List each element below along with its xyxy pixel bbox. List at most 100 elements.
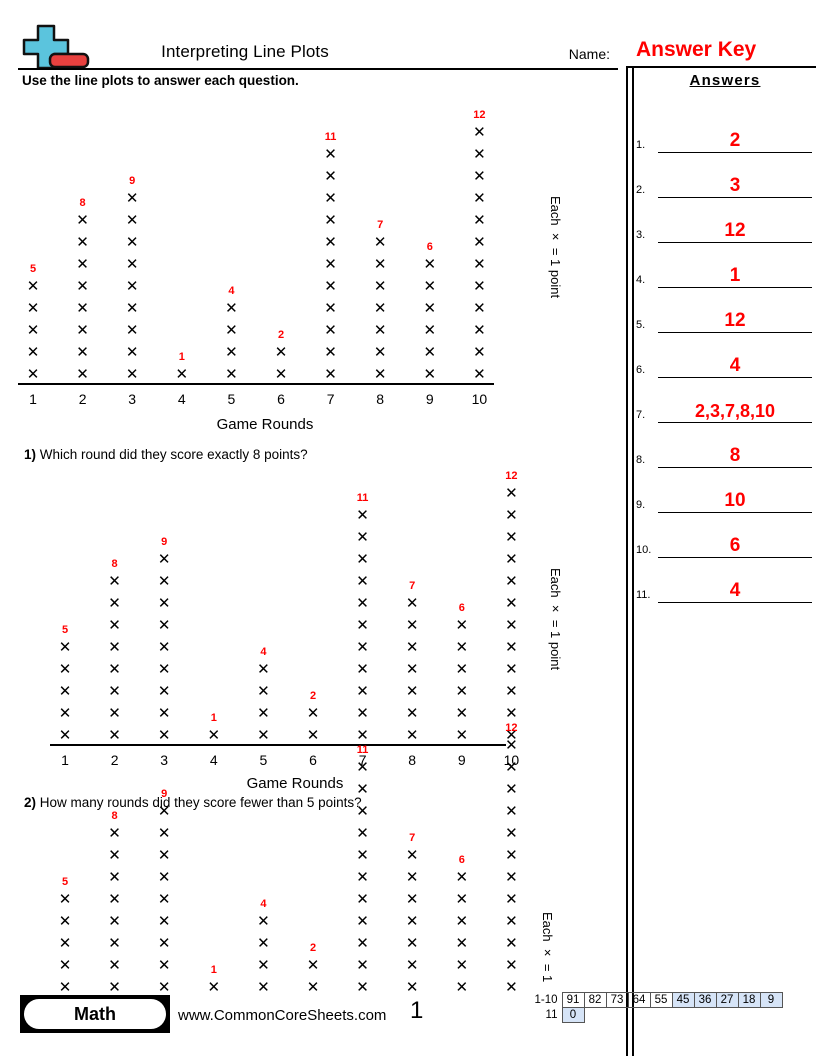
plot-x-mark: ✕	[157, 682, 171, 700]
answer-blank-line[interactable]	[658, 424, 812, 468]
answer-number: 7.	[636, 409, 646, 421]
plot-count-label: 6	[426, 241, 433, 253]
grading-scale-cell: 82	[583, 992, 607, 1008]
plot-x-mark: ✕	[157, 704, 171, 722]
grading-scale-empty-cell	[694, 1008, 716, 1023]
plot-x-mark: ✕	[324, 145, 337, 163]
plot-x-mark: ✕	[26, 299, 40, 317]
answer-blank-line[interactable]	[658, 154, 812, 198]
plot-x-mark: ✕	[157, 890, 171, 908]
plot-x-mark: ✕	[356, 638, 369, 656]
plot-x-mark: ✕	[505, 616, 518, 634]
answer-value: 2	[729, 130, 741, 151]
plot-x-mark: ✕	[405, 890, 419, 908]
worksheet-header: Interpreting Line Plots Name: Use the li…	[0, 0, 620, 88]
plot-tick-label: 5	[227, 391, 236, 407]
plot-count-label: 5	[61, 876, 69, 888]
plot-x-mark: ✕	[157, 616, 171, 634]
plot-tick-label: 7	[326, 391, 335, 407]
plot-x-mark: ✕	[108, 660, 121, 678]
plot-scale-label: Each × = 1 point	[548, 196, 563, 299]
plot-x-mark: ✕	[455, 726, 469, 744]
plot-x-mark: ✕	[26, 321, 40, 339]
answer-blank-line[interactable]	[658, 109, 812, 153]
plot-x-mark: ✕	[356, 846, 369, 864]
answer-blank-line[interactable]	[658, 514, 812, 558]
answer-number: 4.	[636, 274, 646, 286]
plot-x-mark: ✕	[505, 956, 518, 974]
plot-x-mark: ✕	[505, 572, 518, 590]
plot-x-mark: ✕	[157, 934, 171, 952]
plot-x-mark: ✕	[207, 726, 221, 744]
plot-x-mark: ✕	[157, 550, 171, 568]
plot-x-mark: ✕	[473, 233, 486, 251]
answer-row: 9. 10	[636, 468, 816, 513]
plot-x-mark: ✕	[405, 638, 419, 656]
plot-x-mark: ✕	[108, 572, 121, 590]
plot-x-mark: ✕	[225, 343, 238, 361]
grading-scale-empty-cell	[650, 1008, 672, 1023]
plot-x-mark: ✕	[108, 594, 121, 612]
plot-x-mark: ✕	[473, 321, 486, 339]
plot-x-mark: ✕	[505, 758, 518, 776]
plot-x-mark: ✕	[505, 660, 518, 678]
plot-x-mark: ✕	[108, 978, 121, 996]
plot-x-mark: ✕	[405, 868, 419, 886]
plot-x-mark: ✕	[405, 934, 419, 952]
plot-x-mark: ✕	[26, 365, 40, 383]
plot-x-mark: ✕	[274, 365, 288, 383]
answer-blank-line[interactable]	[658, 199, 812, 243]
subject-badge-label: Math	[24, 999, 166, 1029]
answer-value: 12	[724, 220, 746, 241]
plot-x-mark: ✕	[505, 550, 518, 568]
plot-x-mark: ✕	[356, 824, 369, 842]
plot-count-label: 2	[309, 690, 317, 702]
plot-x-mark: ✕	[505, 802, 518, 820]
plot-x-mark: ✕	[356, 682, 369, 700]
plot-x-mark: ✕	[473, 211, 486, 229]
answer-blank-line[interactable]	[658, 559, 812, 603]
plot-x-mark: ✕	[505, 528, 518, 546]
answer-number: 6.	[636, 364, 646, 376]
plot-x-mark: ✕	[356, 594, 369, 612]
plot-count-label: 1	[210, 964, 217, 976]
plot-tick-label: 6	[309, 752, 317, 768]
plot-x-mark: ✕	[373, 343, 387, 361]
subject-badge: Math	[20, 995, 170, 1033]
answer-value: 2,3,7,8,10	[694, 401, 776, 421]
grading-scale-cell: 27	[715, 992, 739, 1008]
plot-x-mark: ✕	[455, 868, 469, 886]
plot-x-mark: ✕	[125, 255, 139, 273]
plot-x-mark: ✕	[505, 890, 518, 908]
question-1: 1) Which round did they score exactly 8 …	[24, 447, 308, 462]
plot-count-label: 8	[111, 810, 118, 822]
line-plot-2: ✕ ✕ ✕ ✕ ✕ 5 1 ✕ ✕ ✕ ✕ ✕ ✕ ✕ ✕ 8 2 ✕ ✕ ✕ ✕ ✕ ✕ ✕ ✕ ✕ 9 3 ✕ 1 4 ✕ ✕ ✕ ✕ 4 5 ✕ ✕ 2…	[50, 471, 563, 792]
answer-blank-line[interactable]	[658, 289, 812, 333]
answer-value: 1	[729, 265, 741, 286]
plot-x-mark: ✕	[423, 277, 437, 295]
answer-blank-line[interactable]	[658, 379, 812, 423]
plot-x-mark: ✕	[455, 912, 469, 930]
plot-x-mark: ✕	[405, 726, 419, 744]
plot-x-mark: ✕	[356, 912, 369, 930]
answer-row: 10. 6	[636, 513, 816, 558]
answer-blank-line[interactable]	[658, 334, 812, 378]
answer-blank-line[interactable]	[658, 244, 812, 288]
plot-x-mark: ✕	[455, 956, 469, 974]
plot-tick-label: 3	[128, 391, 137, 407]
plot-x-mark: ✕	[505, 638, 518, 656]
grading-scale-row: 11 0	[528, 1007, 782, 1023]
answer-number: 5.	[636, 319, 646, 331]
plot-count-label: 4	[260, 898, 267, 910]
plot-count-label: 7	[409, 832, 416, 844]
plot-count-label: 1	[210, 712, 217, 724]
grading-scale-empty-cell	[738, 1008, 760, 1023]
answer-row: 6. 4	[636, 333, 816, 378]
plot-x-mark: ✕	[356, 934, 369, 952]
plot-x-mark: ✕	[473, 167, 486, 185]
plot-x-mark: ✕	[26, 343, 40, 361]
answer-blank-line[interactable]	[658, 469, 812, 513]
line-plot-3: ✕ ✕ ✕ ✕ ✕ 5 ✕ ✕ ✕ ✕ ✕ ✕ ✕ ✕ 8 ✕ ✕ ✕ ✕ ✕ ✕ ✕ ✕ ✕ 9 ✕ 1 ✕ ✕ ✕ ✕ 4 ✕ ✕ 2 ✕ ✕ ✕ ✕ ✕…	[50, 723, 555, 998]
plot-x-mark: ✕	[324, 365, 337, 383]
answer-value: 3	[729, 175, 741, 196]
